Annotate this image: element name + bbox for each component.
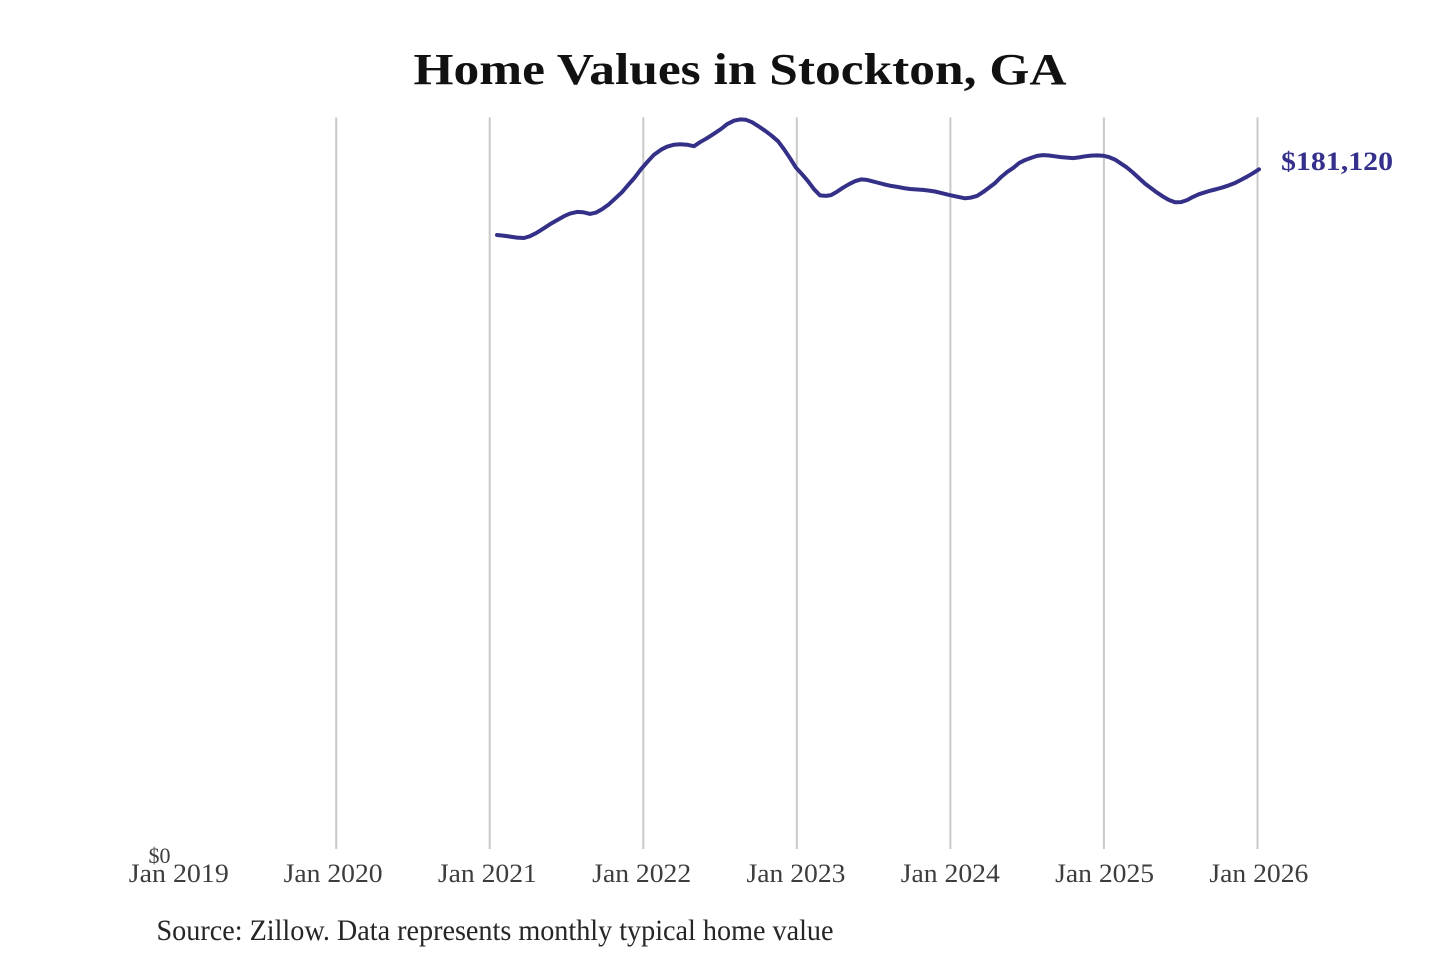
svg-text:Jan 2023: Jan 2023 <box>747 859 846 888</box>
svg-text:Jan 2020: Jan 2020 <box>284 859 383 888</box>
svg-text:$181,120: $181,120 <box>1281 147 1393 176</box>
svg-text:Jan 2022: Jan 2022 <box>592 859 691 888</box>
svg-text:Jan 2025: Jan 2025 <box>1055 859 1154 888</box>
svg-text:Home Values in Stockton, GA: Home Values in Stockton, GA <box>414 45 1067 94</box>
svg-text:Jan 2019: Jan 2019 <box>129 859 229 888</box>
svg-text:$0: $0 <box>149 843 171 868</box>
svg-text:Jan 2021: Jan 2021 <box>438 859 537 888</box>
svg-text:Source: Zillow. Data represent: Source: Zillow. Data represents monthly … <box>157 914 834 947</box>
svg-text:Jan 2026: Jan 2026 <box>1209 859 1308 888</box>
svg-text:Jan 2024: Jan 2024 <box>901 859 1000 888</box>
